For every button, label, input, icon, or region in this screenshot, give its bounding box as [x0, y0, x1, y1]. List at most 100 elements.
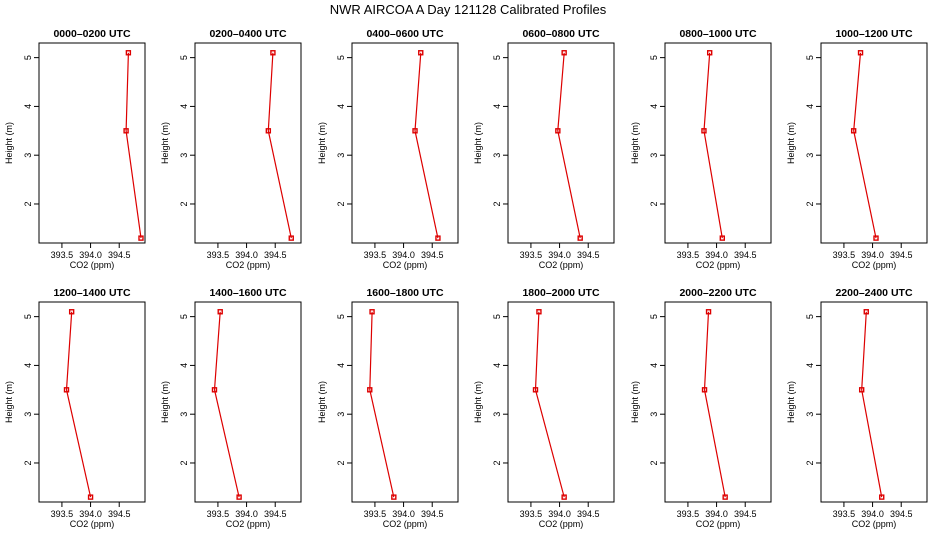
- profile-line: [369, 311, 395, 498]
- plot-frame: [38, 42, 146, 244]
- x-tick-label: 394.0: [548, 250, 571, 260]
- y-tick-label: 5: [805, 55, 815, 60]
- data-point: [722, 494, 728, 500]
- y-tick-label: 3: [336, 412, 346, 417]
- plot-frame: [664, 301, 772, 503]
- x-tick-label: 394.0: [235, 250, 258, 260]
- data-point: [87, 494, 94, 500]
- y-tick-label: 3: [23, 153, 33, 158]
- x-tick-label: 394.0: [79, 250, 102, 260]
- data-point: [857, 50, 864, 56]
- panel-title: 0000–0200 UTC: [53, 28, 130, 40]
- plot-frame: [38, 301, 146, 503]
- x-tick-label: 394.5: [421, 509, 444, 519]
- y-tick-label: 2: [23, 460, 33, 465]
- panel-title: 1200–1400 UTC: [53, 287, 130, 299]
- data-point: [138, 235, 144, 241]
- profile-line: [267, 52, 292, 239]
- x-tick-label: 393.5: [833, 250, 856, 260]
- data-point: [536, 309, 542, 315]
- y-tick-label: 5: [23, 55, 33, 60]
- profile-line: [414, 52, 439, 239]
- data-point: [532, 387, 539, 393]
- profile-line: [557, 52, 581, 239]
- y-tick-label: 5: [492, 55, 502, 60]
- panel-title: 1600–1800 UTC: [366, 287, 443, 299]
- x-tick-label: 393.5: [51, 509, 74, 519]
- panel-title: 0200–0400 UTC: [209, 28, 286, 40]
- data-point: [369, 309, 375, 315]
- data-point: [211, 387, 218, 393]
- x-axis-label: CO2 (ppm): [852, 260, 897, 270]
- x-tick-label: 393.5: [207, 250, 230, 260]
- data-point: [435, 235, 441, 241]
- data-point: [863, 309, 869, 315]
- y-tick-label: 3: [805, 153, 815, 158]
- panel-title: 2200–2400 UTC: [835, 287, 912, 299]
- data-point: [236, 494, 242, 500]
- y-tick-label: 2: [492, 460, 502, 465]
- y-axis-label: Height (m): [786, 122, 796, 164]
- y-tick-label: 2: [179, 460, 189, 465]
- data-point: [270, 50, 276, 56]
- y-tick-label: 3: [336, 153, 346, 158]
- y-tick-label: 3: [492, 153, 502, 158]
- page-title: NWR AIRCOA A Day 121128 Calibrated Profi…: [329, 2, 607, 17]
- plot-frame: [664, 42, 772, 244]
- data-point: [719, 235, 725, 241]
- x-tick-label: 393.5: [520, 250, 543, 260]
- profile-line: [213, 311, 240, 498]
- data-point: [418, 50, 424, 56]
- data-point: [217, 309, 223, 315]
- profile-line: [125, 52, 142, 239]
- y-tick-label: 4: [23, 363, 33, 368]
- data-point: [873, 235, 879, 241]
- x-axis-label: CO2 (ppm): [696, 519, 741, 529]
- x-tick-label: 394.5: [108, 250, 131, 260]
- x-tick-label: 394.0: [79, 509, 102, 519]
- x-tick-label: 394.0: [392, 509, 415, 519]
- profile-line: [703, 52, 723, 239]
- profile-line: [534, 311, 565, 498]
- y-tick-label: 2: [179, 201, 189, 206]
- x-axis-label: CO2 (ppm): [226, 260, 271, 270]
- x-tick-label: 394.0: [548, 509, 571, 519]
- x-tick-label: 393.5: [520, 509, 543, 519]
- profile-line: [703, 311, 726, 498]
- profile-line: [861, 311, 883, 498]
- y-tick-label: 4: [492, 104, 502, 109]
- data-point: [577, 235, 583, 241]
- x-tick-label: 394.5: [577, 250, 600, 260]
- panel-title: 0600–0800 UTC: [522, 28, 599, 40]
- y-tick-label: 5: [23, 314, 33, 319]
- y-tick-label: 2: [649, 201, 659, 206]
- plot-frame: [507, 42, 615, 244]
- y-tick-label: 5: [179, 314, 189, 319]
- y-tick-label: 5: [649, 314, 659, 319]
- x-tick-label: 394.0: [861, 509, 884, 519]
- data-point: [701, 128, 707, 134]
- x-axis-label: CO2 (ppm): [696, 260, 741, 270]
- x-tick-label: 394.5: [890, 250, 913, 260]
- y-axis-label: Height (m): [630, 122, 640, 164]
- x-tick-label: 394.5: [734, 509, 757, 519]
- plot-frame: [351, 301, 459, 503]
- data-point: [391, 494, 397, 500]
- x-axis-label: CO2 (ppm): [852, 519, 897, 529]
- y-tick-label: 4: [179, 104, 189, 109]
- y-axis-label: Height (m): [160, 122, 170, 164]
- data-point: [701, 387, 708, 393]
- y-tick-label: 3: [805, 412, 815, 417]
- y-tick-label: 3: [179, 153, 189, 158]
- x-tick-label: 394.5: [264, 250, 287, 260]
- panel-title: 1000–1200 UTC: [835, 28, 912, 40]
- y-tick-label: 2: [336, 201, 346, 206]
- data-point: [68, 309, 75, 315]
- panel-title: 0800–1000 UTC: [679, 28, 756, 40]
- plot-frame: [820, 301, 928, 503]
- data-point: [412, 128, 418, 134]
- y-tick-label: 4: [805, 363, 815, 368]
